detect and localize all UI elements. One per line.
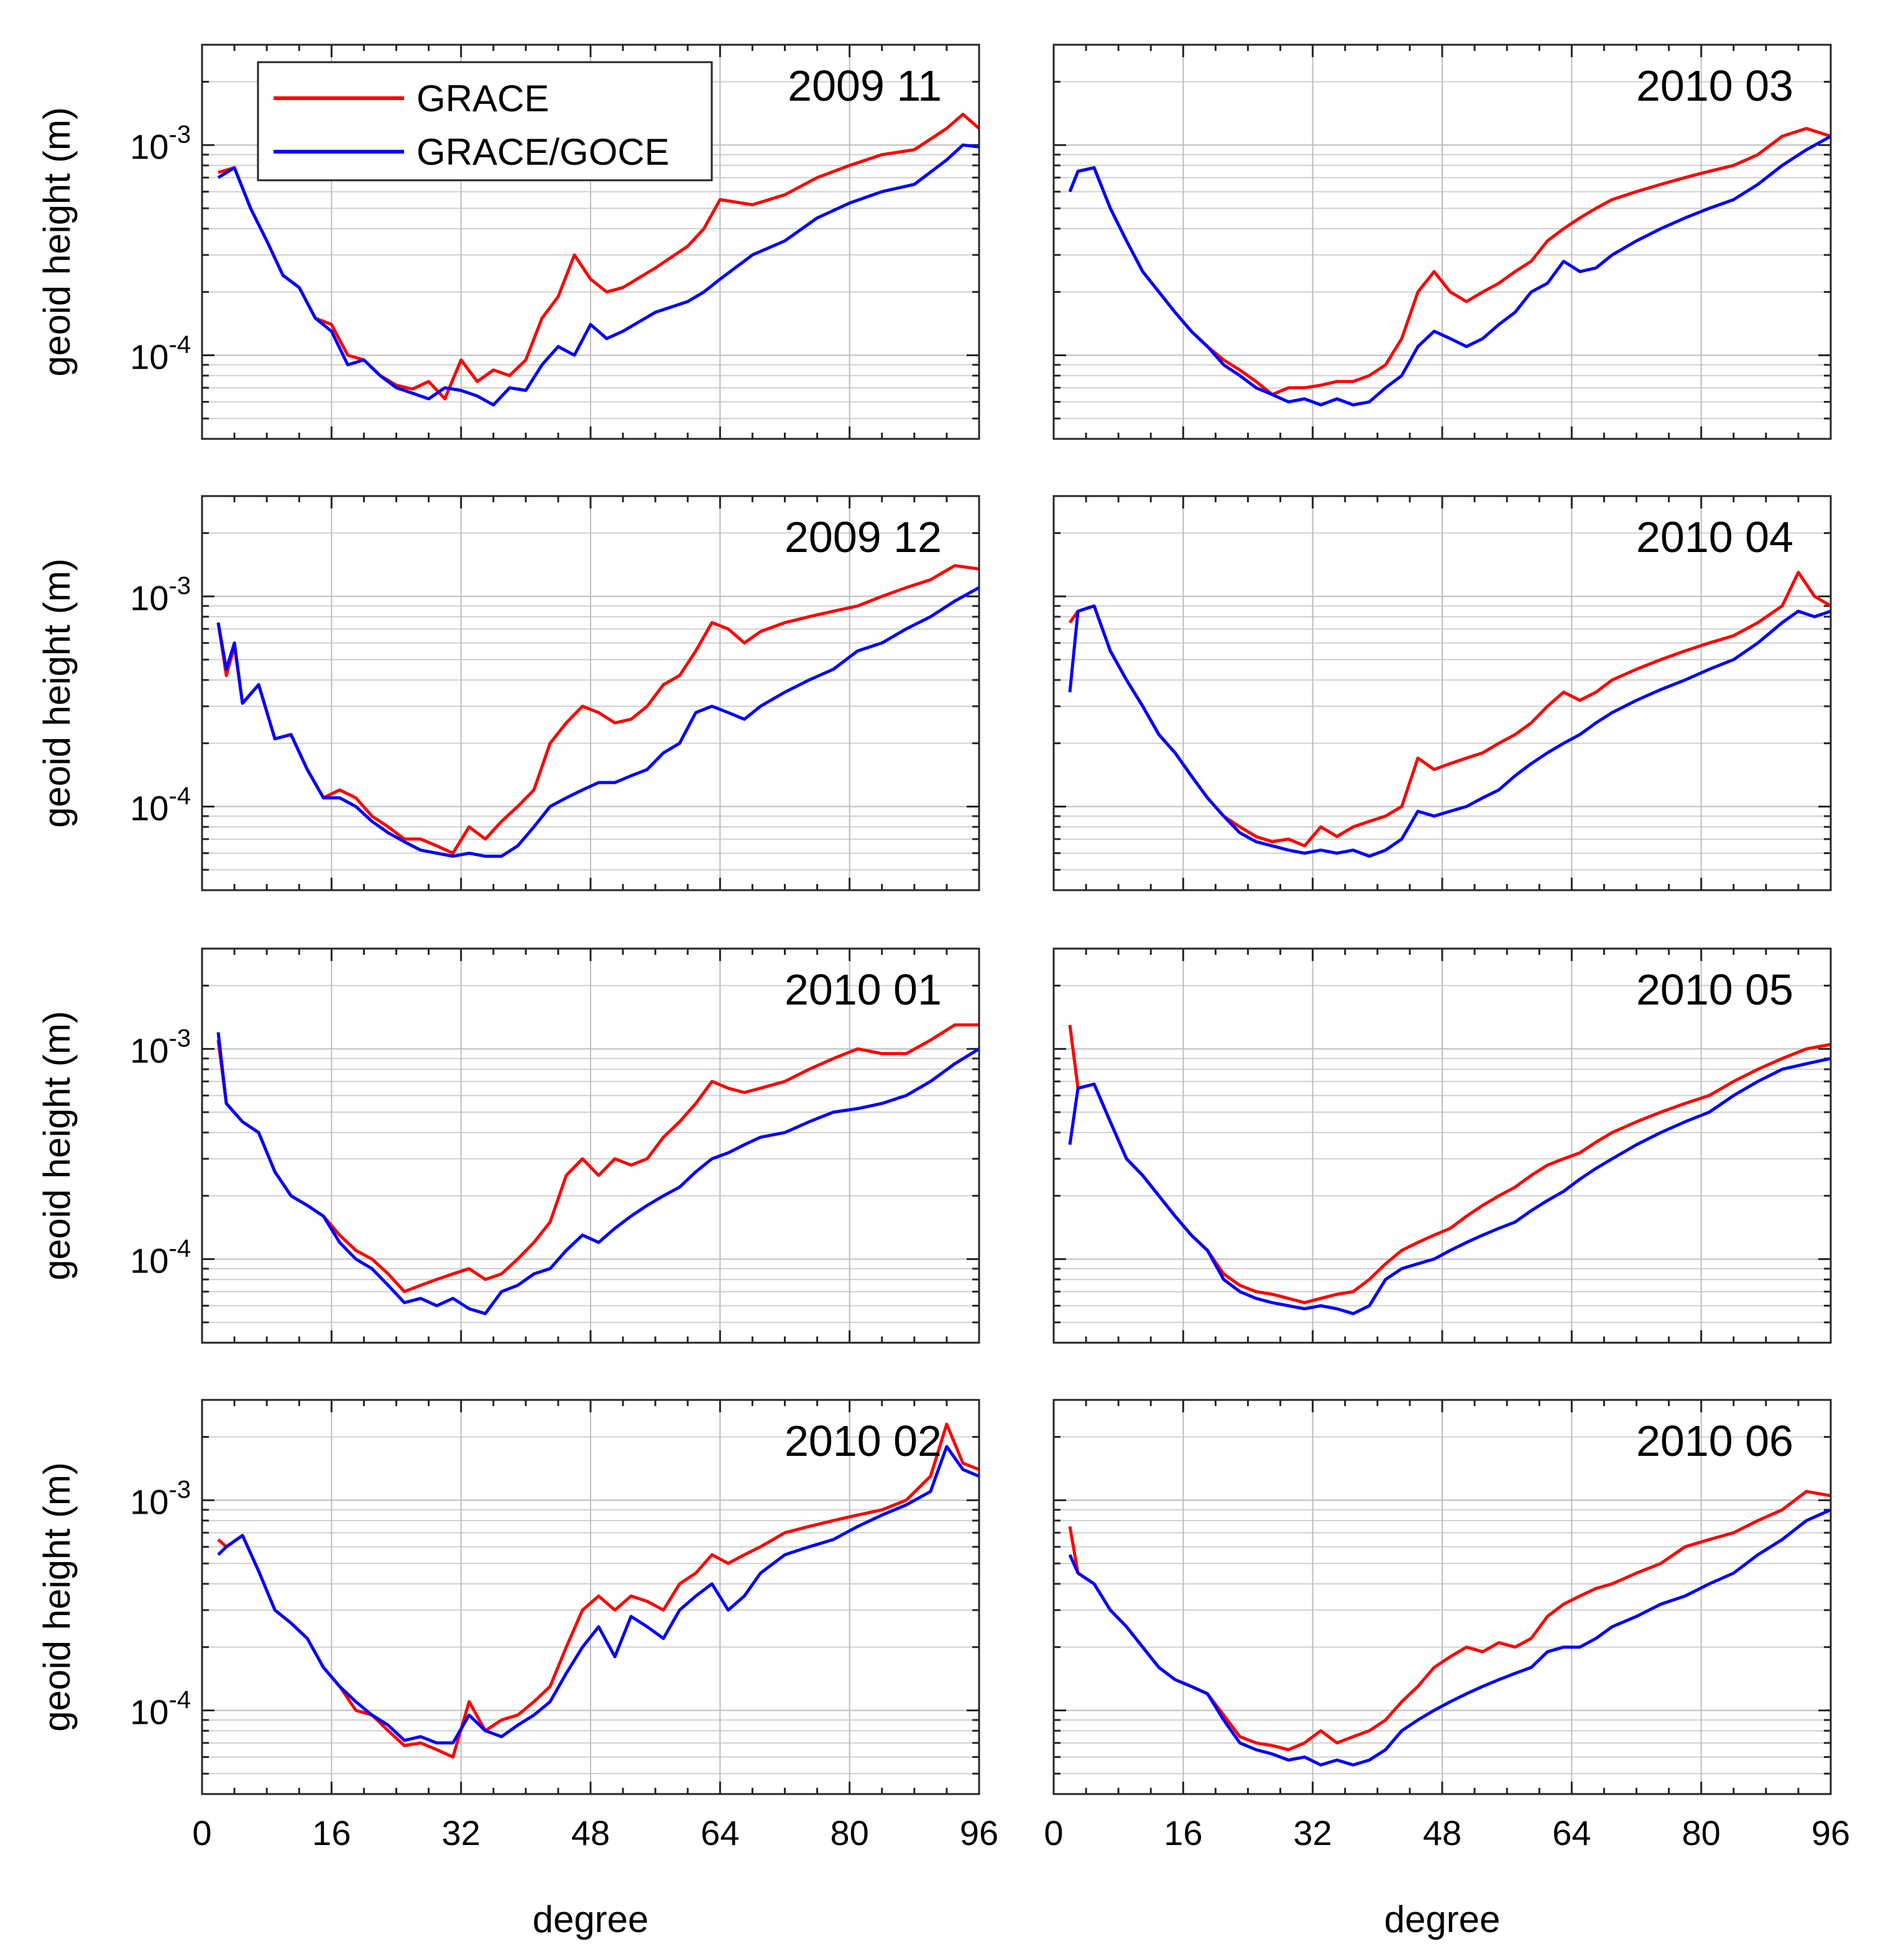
x-axis-labels: degree degree <box>533 1898 1501 1940</box>
y-tick-label: 10-3 <box>130 121 191 166</box>
x-tick-label: 64 <box>1552 1813 1591 1852</box>
series-line-grace-goce <box>1068 604 1831 858</box>
series-line-grace-goce <box>1068 1057 1831 1315</box>
legend-label: GRACE/GOCE <box>416 131 670 173</box>
y-axis-label: geoid height (m) <box>36 107 78 377</box>
y-tick-label: 10-4 <box>130 1686 191 1731</box>
panel-2010-01: 2010 01 10-3 10-4 geoid height (m) <box>36 947 980 1344</box>
series-line-grace-goce <box>217 1445 980 1745</box>
panel-2010-03: 2010 03 <box>1052 44 1832 440</box>
x-tick-label: 48 <box>1423 1813 1461 1852</box>
x-axis-label-right: degree <box>1384 1898 1501 1940</box>
panel-title: 2009 12 <box>785 513 942 561</box>
series-line-grace-goce <box>216 1032 980 1315</box>
x-tick-label: 80 <box>831 1813 869 1852</box>
panel-title: 2009 11 <box>788 62 942 110</box>
y-axis-label: geoid height (m) <box>36 1462 78 1732</box>
panel-2010-04: 2010 04 <box>1052 495 1832 891</box>
y-tick-label: 10-4 <box>130 1235 191 1280</box>
axes-box <box>201 495 980 891</box>
axes-box <box>1052 44 1832 440</box>
legend: GRACE GRACE/GOCE <box>257 61 713 182</box>
legend-box <box>257 61 713 182</box>
y-tick-label: 10-3 <box>130 572 191 617</box>
x-tick-label: 64 <box>701 1813 739 1852</box>
x-tick-label: 48 <box>571 1813 610 1852</box>
panel-title: 2010 02 <box>785 1417 942 1465</box>
panel-title: 2010 04 <box>1636 513 1793 561</box>
x-tick-label: 96 <box>960 1813 998 1852</box>
panels: 2009 11 10-3 10-4 geoid height (m) 2009 12 10… <box>36 44 1850 1852</box>
x-tick-label: 80 <box>1682 1813 1721 1852</box>
y-axis-label: geoid height (m) <box>36 1011 78 1281</box>
panel-2010-02: 2010 02 10-3 10-4 geoid height (m) 0 16 32 48 64… <box>36 1399 998 1852</box>
panel-2010-05: 2010 05 <box>1052 947 1832 1344</box>
y-axis-label: geoid height (m) <box>36 558 78 828</box>
x-tick-label: 32 <box>1294 1813 1332 1852</box>
y-tick-label: 10-3 <box>130 1476 191 1521</box>
series-line-grace-goce <box>1068 1508 1832 1767</box>
axes-box <box>201 1399 980 1795</box>
series-line-grace-goce <box>216 586 980 858</box>
series-line-grace-goce <box>217 143 980 407</box>
x-tick-label: 32 <box>442 1813 481 1852</box>
y-tick-label: 10-4 <box>130 782 191 827</box>
series-line-grace <box>218 113 980 401</box>
panel-2010-06: 2010 06 0 16 32 48 64 80 96 <box>1044 1399 1850 1852</box>
panel-2009-12: 2009 12 10-3 10-4 geoid height (m) <box>36 495 980 891</box>
panel-title: 2010 01 <box>785 965 942 1014</box>
panel-title: 2010 06 <box>1636 1417 1793 1465</box>
panel-2009-11: 2009 11 10-3 10-4 geoid height (m) <box>36 44 980 440</box>
axes-box <box>201 947 980 1344</box>
axes-box <box>201 44 980 440</box>
series-line-grace-goce <box>1068 135 1832 407</box>
x-tick-label: 0 <box>1044 1813 1063 1852</box>
x-tick-label: 16 <box>1164 1813 1202 1852</box>
x-tick-label: 96 <box>1811 1813 1850 1852</box>
y-tick-label: 10-4 <box>130 331 191 376</box>
y-tick-label: 10-3 <box>130 1024 191 1070</box>
x-axis-label-left: degree <box>533 1898 649 1940</box>
x-tick-label: 0 <box>192 1813 211 1852</box>
axes-box <box>1052 947 1832 1344</box>
panel-title: 2010 05 <box>1636 965 1793 1014</box>
axes-box <box>1052 1399 1832 1795</box>
legend-label: GRACE <box>416 78 549 119</box>
x-tick-label: 16 <box>312 1813 351 1852</box>
panel-title: 2010 03 <box>1636 62 1793 110</box>
axes-box <box>1052 495 1832 891</box>
